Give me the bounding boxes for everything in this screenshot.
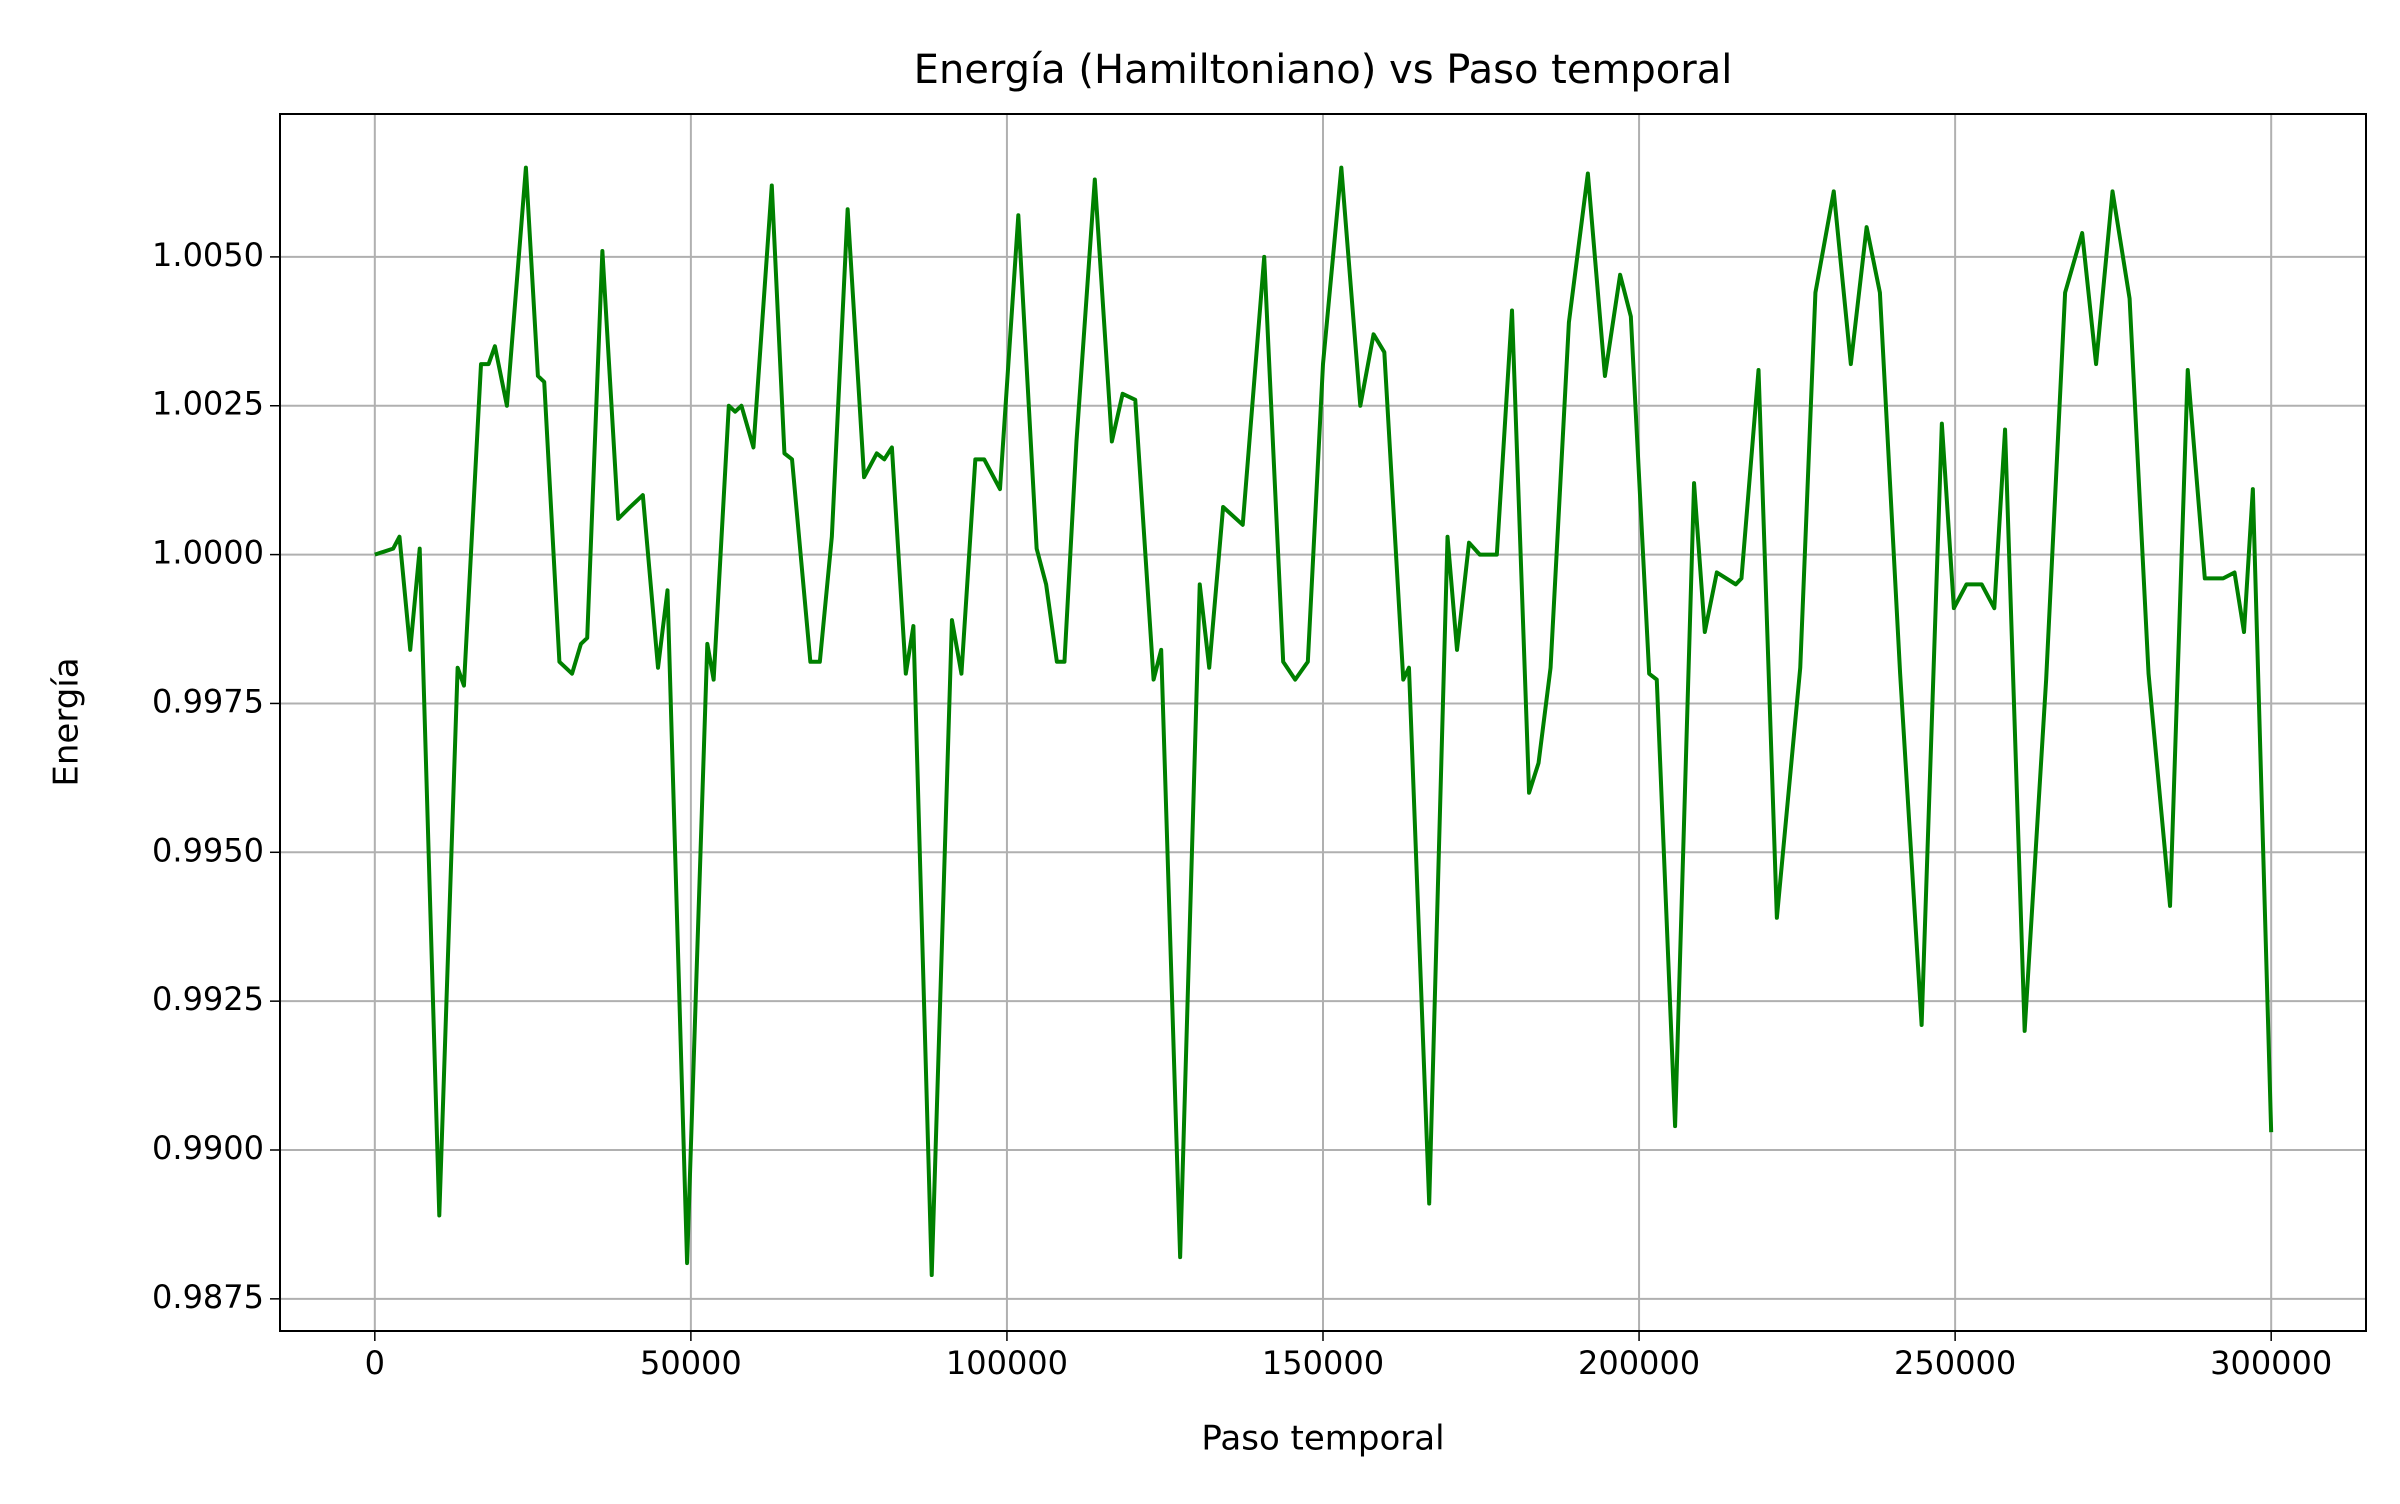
y-tick-label: 1.0025 bbox=[152, 385, 264, 423]
line-series bbox=[374, 165, 2274, 1278]
x-tick-label: 0 bbox=[365, 1344, 385, 1382]
chart-title: Energía (Hamiltoniano) vs Paso temporal bbox=[914, 47, 1733, 93]
x-axis-label: Paso temporal bbox=[1201, 1419, 1444, 1459]
x-tick-label: 100000 bbox=[946, 1344, 1068, 1382]
y-tick-label: 0.9900 bbox=[152, 1129, 264, 1167]
y-tick-label: 0.9950 bbox=[152, 831, 264, 869]
x-tick-label: 200000 bbox=[1578, 1344, 1700, 1382]
x-tick-label: 50000 bbox=[640, 1344, 742, 1382]
plot-frame bbox=[279, 113, 2367, 1332]
y-tick-label: 1.0000 bbox=[152, 534, 264, 572]
y-tick-label: 0.9975 bbox=[152, 682, 264, 720]
y-tick-label: 0.9875 bbox=[152, 1278, 264, 1316]
x-tick-label: 250000 bbox=[1894, 1344, 2016, 1382]
y-tick-label: 0.9925 bbox=[152, 980, 264, 1018]
y-tick-label: 1.0050 bbox=[152, 236, 264, 274]
y-axis-label: Energía bbox=[47, 657, 87, 786]
x-tick-label: 300000 bbox=[2210, 1344, 2332, 1382]
x-tick-label: 150000 bbox=[1262, 1344, 1384, 1382]
